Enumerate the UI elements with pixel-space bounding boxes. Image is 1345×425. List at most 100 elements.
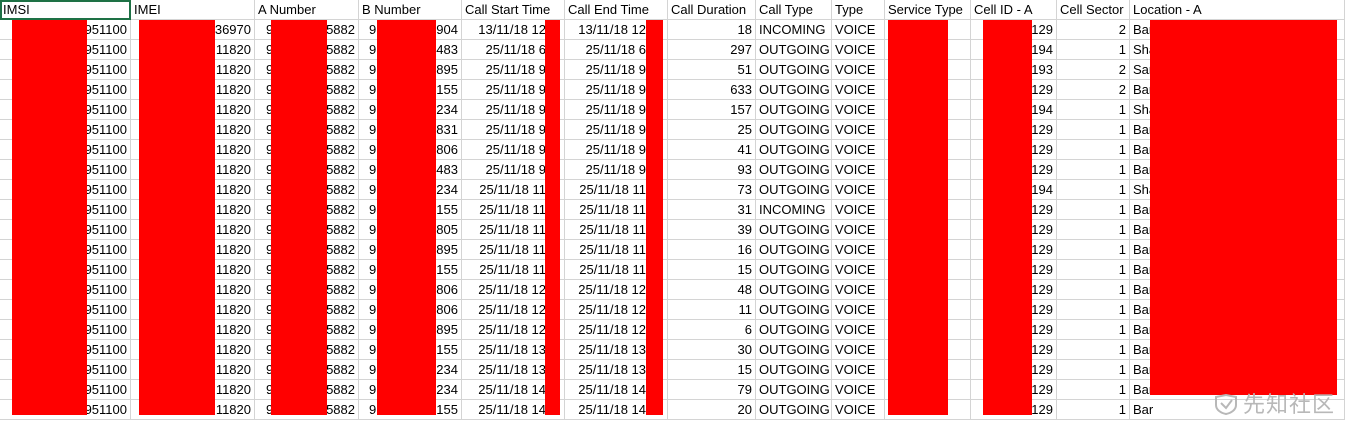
call-duration-cell[interactable]: 48 [668, 280, 756, 300]
cell-sector-cell[interactable]: 2 [1057, 80, 1130, 100]
call-start-time-cell[interactable]: 25/11/18 9 [462, 80, 565, 100]
call-start-time-cell[interactable]: 25/11/18 11 [462, 260, 565, 280]
call-type-cell[interactable]: OUTGOING [756, 400, 832, 420]
call-end-time-cell[interactable]: 25/11/18 12 [565, 280, 668, 300]
type-cell[interactable]: VOICE [832, 340, 885, 360]
call-end-time-cell[interactable]: 25/11/18 9 [565, 160, 668, 180]
cell-sector-cell[interactable]: 1 [1057, 360, 1130, 380]
a-number-cell[interactable]: 9 5882 [255, 400, 359, 420]
header-cell[interactable]: Service Type [885, 0, 971, 20]
call-duration-cell[interactable]: 15 [668, 260, 756, 280]
call-duration-cell[interactable]: 11 [668, 300, 756, 320]
call-start-time-cell[interactable]: 25/11/18 9 [462, 140, 565, 160]
type-cell[interactable]: VOICE [832, 20, 885, 40]
cell-sector-cell[interactable]: 2 [1057, 20, 1130, 40]
call-start-time-cell[interactable]: 25/11/18 14 [462, 380, 565, 400]
type-cell[interactable]: VOICE [832, 220, 885, 240]
cell-sector-cell[interactable]: 1 [1057, 120, 1130, 140]
call-duration-cell[interactable]: 633 [668, 80, 756, 100]
call-type-cell[interactable]: OUTGOING [756, 40, 832, 60]
call-start-time-cell[interactable]: 25/11/18 6 [462, 40, 565, 60]
cell-sector-cell[interactable]: 1 [1057, 400, 1130, 420]
call-type-cell[interactable]: INCOMING [756, 200, 832, 220]
call-end-time-cell[interactable]: 25/11/18 11 [565, 200, 668, 220]
header-cell[interactable]: A Number [255, 0, 359, 20]
type-cell[interactable]: VOICE [832, 120, 885, 140]
type-cell[interactable]: VOICE [832, 260, 885, 280]
cell-sector-cell[interactable]: 1 [1057, 340, 1130, 360]
call-end-time-cell[interactable]: 25/11/18 6 [565, 40, 668, 60]
call-end-time-cell[interactable]: 25/11/18 14 [565, 400, 668, 420]
call-duration-cell[interactable]: 93 [668, 160, 756, 180]
call-start-time-cell[interactable]: 13/11/18 12 [462, 20, 565, 40]
call-duration-cell[interactable]: 15 [668, 360, 756, 380]
call-start-time-cell[interactable]: 25/11/18 9 [462, 60, 565, 80]
call-end-time-cell[interactable]: 25/11/18 11 [565, 220, 668, 240]
call-type-cell[interactable]: OUTGOING [756, 380, 832, 400]
call-type-cell[interactable]: OUTGOING [756, 240, 832, 260]
header-cell[interactable]: Call Type [756, 0, 832, 20]
type-cell[interactable]: VOICE [832, 380, 885, 400]
call-end-time-cell[interactable]: 25/11/18 9 [565, 140, 668, 160]
cell-sector-cell[interactable]: 1 [1057, 280, 1130, 300]
call-type-cell[interactable]: OUTGOING [756, 280, 832, 300]
call-type-cell[interactable]: OUTGOING [756, 160, 832, 180]
imei-cell[interactable]: 11820 [131, 400, 255, 420]
header-cell[interactable]: IMSI [0, 0, 131, 20]
call-type-cell[interactable]: INCOMING [756, 20, 832, 40]
header-cell[interactable]: Call Duration [668, 0, 756, 20]
call-start-time-cell[interactable]: 25/11/18 13 [462, 340, 565, 360]
call-type-cell[interactable]: OUTGOING [756, 360, 832, 380]
call-type-cell[interactable]: OUTGOING [756, 180, 832, 200]
type-cell[interactable]: VOICE [832, 240, 885, 260]
type-cell[interactable]: VOICE [832, 400, 885, 420]
call-type-cell[interactable]: OUTGOING [756, 140, 832, 160]
call-duration-cell[interactable]: 39 [668, 220, 756, 240]
call-start-time-cell[interactable]: 25/11/18 11 [462, 200, 565, 220]
cell-sector-cell[interactable]: 1 [1057, 380, 1130, 400]
call-end-time-cell[interactable]: 25/11/18 9 [565, 120, 668, 140]
header-cell[interactable]: Location - A [1130, 0, 1345, 20]
header-cell[interactable]: Call Start Time [462, 0, 565, 20]
call-duration-cell[interactable]: 25 [668, 120, 756, 140]
call-start-time-cell[interactable]: 25/11/18 14 [462, 400, 565, 420]
call-duration-cell[interactable]: 16 [668, 240, 756, 260]
call-end-time-cell[interactable]: 25/11/18 13 [565, 340, 668, 360]
cell-sector-cell[interactable]: 1 [1057, 320, 1130, 340]
call-type-cell[interactable]: OUTGOING [756, 80, 832, 100]
type-cell[interactable]: VOICE [832, 40, 885, 60]
cell-sector-cell[interactable]: 1 [1057, 200, 1130, 220]
call-type-cell[interactable]: OUTGOING [756, 100, 832, 120]
call-type-cell[interactable]: OUTGOING [756, 320, 832, 340]
call-type-cell[interactable]: OUTGOING [756, 340, 832, 360]
cell-sector-cell[interactable]: 2 [1057, 60, 1130, 80]
call-end-time-cell[interactable]: 25/11/18 12 [565, 320, 668, 340]
call-end-time-cell[interactable]: 25/11/18 11 [565, 240, 668, 260]
call-duration-cell[interactable]: 73 [668, 180, 756, 200]
type-cell[interactable]: VOICE [832, 140, 885, 160]
call-start-time-cell[interactable]: 25/11/18 12 [462, 280, 565, 300]
call-duration-cell[interactable]: 297 [668, 40, 756, 60]
call-start-time-cell[interactable]: 25/11/18 12 [462, 300, 565, 320]
imsi-cell[interactable]: 951100 [0, 400, 131, 420]
call-end-time-cell[interactable]: 13/11/18 12 [565, 20, 668, 40]
type-cell[interactable]: VOICE [832, 160, 885, 180]
cell-sector-cell[interactable]: 1 [1057, 260, 1130, 280]
cell-id-cell[interactable]: 129 [971, 400, 1057, 420]
call-duration-cell[interactable]: 20 [668, 400, 756, 420]
call-duration-cell[interactable]: 31 [668, 200, 756, 220]
type-cell[interactable]: VOICE [832, 60, 885, 80]
call-start-time-cell[interactable]: 25/11/18 11 [462, 180, 565, 200]
type-cell[interactable]: VOICE [832, 180, 885, 200]
b-number-cell[interactable]: 9 155 [359, 400, 462, 420]
call-type-cell[interactable]: OUTGOING [756, 120, 832, 140]
call-end-time-cell[interactable]: 25/11/18 14 [565, 380, 668, 400]
call-type-cell[interactable]: OUTGOING [756, 220, 832, 240]
call-end-time-cell[interactable]: 25/11/18 11 [565, 180, 668, 200]
call-end-time-cell[interactable]: 25/11/18 11 [565, 260, 668, 280]
type-cell[interactable]: VOICE [832, 80, 885, 100]
call-duration-cell[interactable]: 41 [668, 140, 756, 160]
call-end-time-cell[interactable]: 25/11/18 9 [565, 100, 668, 120]
call-duration-cell[interactable]: 6 [668, 320, 756, 340]
cell-sector-cell[interactable]: 1 [1057, 240, 1130, 260]
